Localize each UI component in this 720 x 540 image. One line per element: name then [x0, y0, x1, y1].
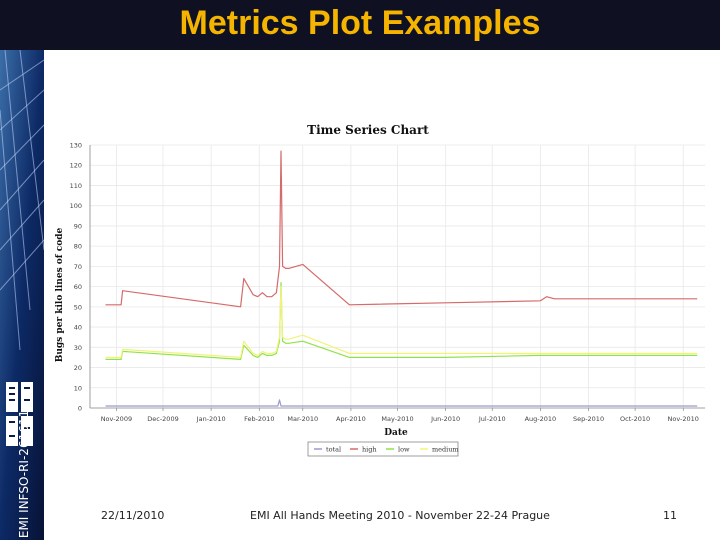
x-tick-label: Aug-2010 — [525, 415, 557, 423]
series-line-high — [105, 150, 698, 308]
page-number: 11 — [663, 509, 677, 522]
y-tick-label: 120 — [70, 162, 82, 170]
y-tick-label: 70 — [74, 263, 82, 271]
series-line-medium — [105, 286, 698, 358]
series-lines — [105, 150, 698, 407]
y-tick-labels: 0 10 20 30 40 50 60 70 80 90 100 110 120 130 — [70, 142, 82, 413]
slide-title: Metrics Plot Examples — [179, 4, 541, 42]
y-tick-label: 110 — [70, 182, 82, 190]
y-axis-label: Bugs per kilo lines of code — [55, 227, 65, 362]
footer-event: EMI All Hands Meeting 2010 - November 22… — [250, 509, 550, 522]
header-bar — [0, 0, 720, 50]
x-tick-label: Feb-2010 — [244, 415, 274, 423]
x-tick-label: May-2010 — [381, 415, 413, 423]
x-tick-label: Jul-2010 — [478, 415, 506, 423]
y-tick-label: 20 — [74, 364, 82, 372]
x-axis-label: Date — [384, 428, 408, 438]
sidebar-project-code: EMI INFSO-RI-261611 — [17, 409, 31, 539]
y-tick-label: 100 — [70, 202, 82, 210]
emi-logo-icon — [3, 380, 37, 450]
series-line-total — [105, 399, 698, 407]
y-tick-label: 30 — [74, 344, 82, 352]
x-tick-labels: Nov-2009 Dec-2009 Jan-2010 Feb-2010 Mar-2010… — [101, 415, 699, 423]
x-tick-label: Mar-2010 — [287, 415, 318, 423]
x-tick-label: Dec-2009 — [147, 415, 178, 423]
x-tick-label: Oct-2010 — [620, 415, 650, 423]
footer-date: 22/11/2010 — [101, 509, 165, 522]
x-tick-label: Jan-2010 — [196, 415, 226, 423]
y-tick-label: 0 — [78, 405, 82, 413]
x-tick-label: Nov-2010 — [668, 415, 699, 423]
sidebar-grid-graphic — [0, 50, 44, 540]
legend-label-high: high — [362, 446, 377, 454]
y-tick-label: 60 — [74, 283, 82, 291]
y-tick-label: 10 — [74, 384, 82, 392]
chart-title: Time Series Chart — [307, 123, 429, 137]
legend-label-total: total — [326, 446, 341, 454]
gridlines — [90, 144, 705, 409]
x-tick-label: Apr-2010 — [336, 415, 366, 423]
time-series-chart: Time Series Chart 0 10 20 30 40 50 60 70 80 90 100… — [50, 115, 710, 465]
x-tick-label: Jun-2010 — [430, 415, 460, 423]
chart-svg: Time Series Chart 0 10 20 30 40 50 60 70 80 90 100… — [55, 123, 705, 457]
sidebar: EMI INFSO-RI-261611 — [0, 50, 44, 540]
x-tick-label: Nov-2009 — [101, 415, 132, 423]
x-tick-label: Sep-2010 — [573, 415, 604, 423]
legend-label-low: low — [398, 446, 410, 454]
legend-label-medium: medium — [432, 446, 459, 454]
y-tick-label: 50 — [74, 303, 82, 311]
y-tick-label: 40 — [74, 324, 82, 332]
chart-legend: total high low medium — [307, 441, 459, 457]
y-tick-label: 80 — [74, 243, 82, 251]
axes — [89, 145, 705, 411]
y-tick-label: 130 — [70, 142, 82, 150]
y-tick-label: 90 — [74, 222, 82, 230]
